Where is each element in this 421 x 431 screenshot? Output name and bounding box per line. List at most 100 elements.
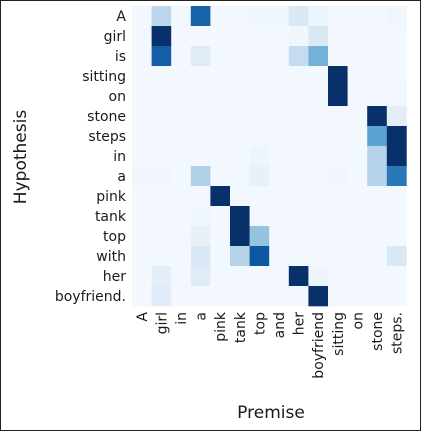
heatmap-cell [210, 146, 231, 167]
heatmap-cell [386, 286, 407, 307]
heatmap-cell [230, 46, 250, 67]
heatmap-cell [386, 46, 407, 67]
heatmap-cell [190, 126, 211, 147]
heatmap-cell [230, 286, 250, 307]
x-tick-label: steps. [390, 312, 406, 354]
heatmap-cell [132, 166, 152, 187]
heatmap-cell [386, 126, 407, 147]
heatmap-cell [230, 146, 250, 167]
heatmap-cell [151, 286, 172, 307]
heatmap-cell [367, 46, 388, 67]
heatmap-cell [210, 86, 231, 107]
heatmap-cell [308, 286, 329, 307]
heatmap-cell [151, 246, 172, 267]
heatmap-cell [328, 66, 348, 87]
heatmap-cell [249, 86, 270, 107]
heatmap-cell [386, 6, 407, 27]
heatmap-cell [230, 186, 250, 207]
x-tick-label: on [350, 312, 366, 329]
heatmap-cell [249, 226, 270, 247]
heatmap-cell [347, 146, 368, 167]
heatmap-cell [367, 266, 388, 287]
heatmap-cell [210, 46, 231, 67]
heatmap-cell [190, 146, 211, 167]
heatmap-cell [288, 246, 309, 267]
heatmap-cell [328, 146, 348, 167]
heatmap-cell [132, 226, 152, 247]
heatmap-cell [386, 26, 407, 47]
y-tick-label: boyfriend. [55, 289, 126, 305]
heatmap-cell [308, 6, 329, 27]
y-tick-label: a [117, 169, 126, 185]
heatmap-cell [367, 26, 388, 47]
heatmap-cell [132, 206, 152, 227]
heatmap-cell [288, 226, 309, 247]
heatmap-cell [230, 86, 250, 107]
heatmap-cell [210, 186, 231, 207]
heatmap-cell [308, 86, 329, 107]
heatmap-cell [171, 66, 192, 87]
heatmap-cell [328, 26, 348, 47]
heatmap-cell [151, 126, 172, 147]
heatmap-cell [347, 266, 368, 287]
y-tick-label: on [109, 89, 126, 105]
x-tick-label: in [174, 312, 190, 325]
heatmap-cell [230, 246, 250, 267]
heatmap-cell [328, 246, 348, 267]
heatmap-cell [328, 206, 348, 227]
heatmap-cell [347, 86, 368, 107]
heatmap-cell [210, 26, 231, 47]
heatmap-cell [171, 106, 192, 127]
heatmap-cell [230, 166, 250, 187]
y-tick-label: steps [88, 129, 126, 145]
heatmap-cell [386, 226, 407, 247]
x-tick-label: stone [370, 312, 386, 351]
heatmap-cell [151, 166, 172, 187]
heatmap-cell [151, 46, 172, 67]
heatmap-cell [269, 46, 290, 67]
heatmap-cell [328, 166, 348, 187]
heatmap-cell [230, 226, 250, 247]
heatmap-cell [347, 106, 368, 127]
heatmap-cell [269, 86, 290, 107]
heatmap-cell [171, 126, 192, 147]
heatmap-cell [249, 126, 270, 147]
heatmap-cell [190, 286, 211, 307]
heatmap-cell [347, 186, 368, 207]
heatmap-cell [386, 86, 407, 107]
y-tick-label: with [96, 249, 126, 265]
heatmap-cell [288, 146, 309, 167]
heatmap-cell [308, 66, 329, 87]
heatmap-cell [386, 106, 407, 127]
heatmap-cell [328, 266, 348, 287]
heatmap-cell [367, 86, 388, 107]
x-tick-label: tank [233, 311, 249, 343]
heatmap-cell [190, 226, 211, 247]
heatmap-cell [328, 86, 348, 107]
heatmap-cell [171, 266, 192, 287]
heatmap-cell [288, 126, 309, 147]
heatmap-cell [249, 146, 270, 167]
heatmap-cell [190, 106, 211, 127]
heatmap-cell [249, 186, 270, 207]
heatmap-cell [269, 286, 290, 307]
heatmap-cell [288, 106, 309, 127]
heatmap-cell [210, 226, 231, 247]
heatmap-cell [308, 126, 329, 147]
heatmap-cell [132, 6, 152, 27]
heatmap-cell [132, 126, 152, 147]
heatmap-cell [367, 286, 388, 307]
heatmap-cell [132, 66, 152, 87]
heatmap-cell [269, 226, 290, 247]
heatmap-cell [230, 126, 250, 147]
x-tick-label: and [272, 312, 288, 338]
heatmap-cell [190, 186, 211, 207]
x-tick-label: a [194, 312, 210, 321]
heatmap-cell [347, 6, 368, 27]
x-axis-label: Premise [237, 403, 305, 423]
heatmap-cell [132, 146, 152, 167]
heatmap-cell [249, 66, 270, 87]
heatmap-cell [308, 226, 329, 247]
heatmap-cell [210, 106, 231, 127]
